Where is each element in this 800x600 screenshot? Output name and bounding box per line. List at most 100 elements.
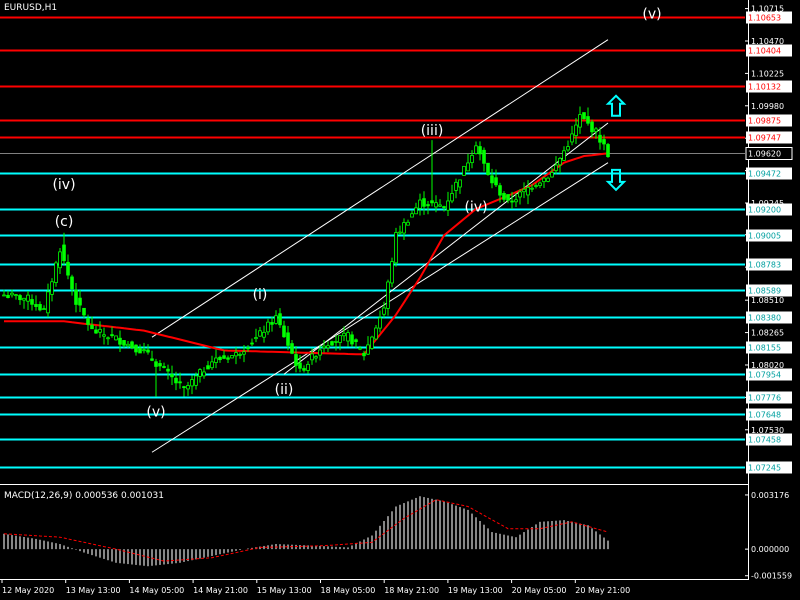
candle-body-147 (590, 121, 594, 133)
candle-body-7 (30, 299, 34, 305)
candle-body-117 (470, 155, 474, 164)
candle-body-50 (202, 371, 206, 377)
time-tick-label-1: 13 May 13:00 (66, 586, 121, 595)
candle-body-13 (54, 262, 58, 283)
level-tag-bg-16 (746, 461, 792, 474)
candle-body-134 (538, 182, 542, 186)
candle-body-150 (602, 139, 606, 145)
candle-body-121 (486, 162, 490, 175)
level-tags: 1.10653 1.10404 1.10132 1.09875 1.09747 1.094… (745, 11, 793, 474)
time-tick-label-9: 20 May 21:00 (575, 586, 630, 595)
candle-body-5 (22, 297, 26, 301)
candle-body-77 (310, 353, 314, 361)
level-tag-label-12: 1.07954 (748, 371, 781, 380)
candle-body-83 (334, 341, 338, 343)
candle-body-102 (410, 213, 414, 218)
time-tick-label-8: 20 May 05:00 (512, 586, 567, 595)
candle-body-74 (298, 362, 302, 369)
candle-body-75 (302, 368, 306, 371)
candle-body-35 (142, 349, 146, 352)
candle-body-89 (358, 347, 362, 350)
macd-panel (3, 496, 609, 567)
candle-body-43 (174, 377, 178, 384)
candle-body-105 (422, 198, 426, 207)
price-tick-label-2: 1.10225 (751, 69, 784, 78)
candle-body-10 (42, 308, 46, 311)
candle-body-144 (578, 114, 582, 128)
candlesticks (2, 106, 610, 397)
macd-signal-line (3, 499, 609, 562)
level-tag-label-2: 1.10132 (748, 83, 781, 92)
candle-body-46 (186, 385, 190, 390)
candle-body-124 (498, 185, 502, 196)
level-tag-bg-12 (746, 368, 792, 381)
candle-body-97 (390, 261, 394, 284)
level-tag-label-1: 1.10404 (748, 47, 781, 56)
candle-body-148 (594, 128, 598, 132)
price-tick-label-0: 1.10715 (751, 5, 784, 14)
candle-body-48 (194, 375, 198, 386)
candle-body-16 (66, 261, 70, 276)
level-tag-label-9: 1.08589 (748, 287, 781, 296)
candle-body-34 (138, 347, 142, 354)
candle-body-78 (314, 356, 318, 359)
candle-body-31 (126, 343, 130, 347)
candle-body-39 (158, 363, 162, 367)
candle-body-92 (370, 336, 374, 349)
wave-labels: (iv) (c) (v) (i) (ii) (iii) (iv) (v) (52, 7, 661, 421)
candle-body-103 (414, 207, 418, 215)
candle-body-44 (178, 381, 182, 384)
candle-body-59 (238, 353, 242, 356)
candle-body-135 (542, 177, 546, 183)
candle-body-100 (402, 222, 406, 234)
candle-body-19 (78, 297, 82, 306)
candle-body-138 (554, 164, 558, 171)
candle-body-17 (70, 276, 74, 290)
candle-body-2 (10, 292, 14, 296)
candle-body-66 (266, 321, 270, 333)
level-tag-label-4: 1.09747 (748, 134, 781, 143)
level-tag-bg-15 (746, 433, 792, 446)
candle-body-112 (450, 193, 454, 202)
price-tick-label-11: 1.08020 (751, 361, 784, 370)
price-tick-label-3: 1.09980 (751, 102, 784, 111)
candle-body-65 (262, 331, 266, 338)
wave-label-2: (v) (146, 405, 165, 421)
candle-body-49 (198, 369, 202, 377)
candle-body-22 (90, 324, 94, 330)
level-tag-bg-4 (746, 131, 792, 144)
candle-body-82 (330, 341, 334, 346)
level-tag-label-3: 1.09875 (748, 117, 781, 126)
candle-body-140 (562, 150, 566, 161)
candle-body-81 (326, 345, 330, 349)
level-tag-bg-14 (746, 408, 792, 421)
candle-body-4 (18, 295, 22, 301)
candle-body-26 (106, 337, 110, 340)
level-tag-label-15: 1.07458 (748, 436, 781, 445)
wave-label-0: (iv) (52, 177, 75, 193)
candle-body-6 (26, 294, 30, 302)
wave-label-7: (v) (642, 7, 661, 23)
level-tag-label-11: 1.08155 (748, 344, 781, 353)
candle-body-123 (494, 177, 498, 186)
level-tag-label-13: 1.07776 (748, 394, 781, 403)
candle-body-23 (94, 329, 98, 334)
candle-body-20 (82, 307, 86, 316)
candle-body-98 (394, 232, 398, 264)
candle-body-108 (434, 202, 438, 208)
candle-body-80 (322, 345, 326, 349)
candle-body-114 (458, 179, 462, 188)
time-tick-label-6: 18 May 21:00 (384, 586, 439, 595)
candle-body-38 (154, 361, 158, 367)
wave-label-1: (c) (55, 214, 74, 230)
candle-body-29 (118, 337, 122, 345)
chart-title: EURUSD,H1 (4, 3, 57, 13)
candle-body-28 (114, 335, 118, 341)
candle-body-11 (46, 291, 50, 314)
candle-body-145 (582, 112, 586, 120)
candle-body-12 (50, 281, 54, 295)
candle-body-62 (250, 342, 254, 345)
time-tick-label-0: 12 May 2020 (2, 586, 54, 595)
current-price-label: 1.09620 (748, 150, 781, 159)
level-tag-bg-1 (746, 44, 792, 57)
